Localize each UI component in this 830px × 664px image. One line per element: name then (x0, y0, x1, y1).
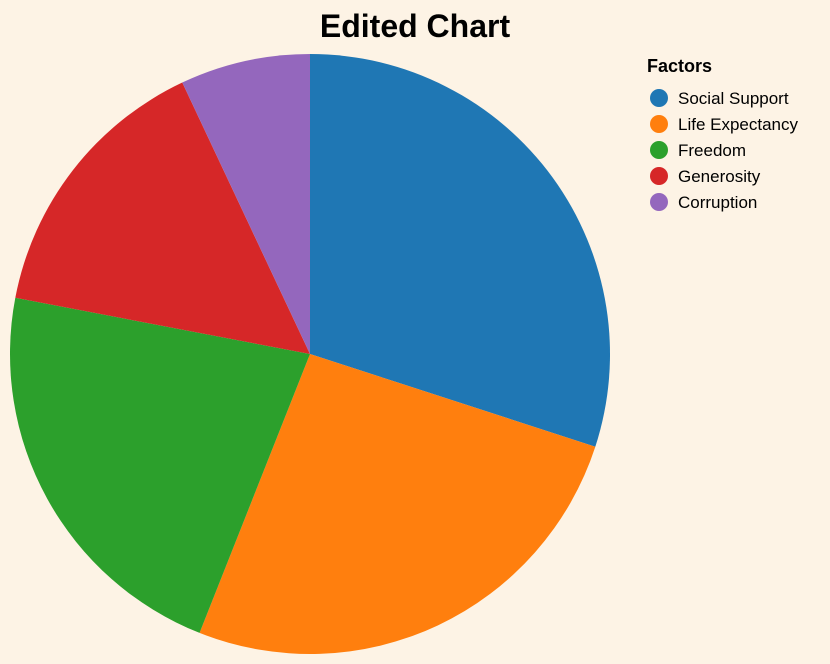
chart-title: Edited Chart (320, 8, 511, 44)
pie-slice-generosity (15, 82, 311, 355)
legend-swatch-generosity (650, 167, 668, 185)
legend-swatch-corruption (650, 193, 668, 211)
pie-slices (9, 54, 611, 654)
pie-slice-life-expectancy (199, 354, 596, 654)
legend-swatch-freedom (650, 141, 668, 159)
legend-title: Factors (647, 56, 712, 76)
legend-label-freedom: Freedom (678, 141, 746, 160)
legend-items: Social Support Life Expectancy Freedom Gene… (650, 89, 799, 212)
pie-slice-social-support (310, 54, 611, 447)
legend-item-corruption: Corruption (650, 193, 757, 212)
legend: Factors Social Support Life Expectancy Fre… (647, 56, 799, 212)
pie-slice-freedom (9, 297, 310, 633)
legend-swatch-social-support (650, 89, 668, 107)
legend-label-life-expectancy: Life Expectancy (678, 115, 799, 134)
legend-item-life-expectancy: Life Expectancy (650, 115, 799, 134)
legend-item-social-support: Social Support (650, 89, 789, 108)
legend-label-social-support: Social Support (678, 89, 789, 108)
legend-item-generosity: Generosity (650, 167, 761, 186)
legend-label-generosity: Generosity (678, 167, 761, 186)
legend-swatch-life-expectancy (650, 115, 668, 133)
pie-slice-corruption (182, 54, 310, 354)
legend-label-corruption: Corruption (678, 193, 757, 212)
legend-item-freedom: Freedom (650, 141, 746, 160)
